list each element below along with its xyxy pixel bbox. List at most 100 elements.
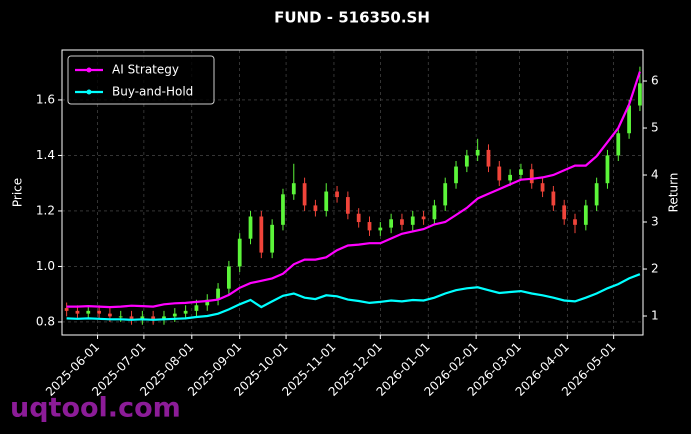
candle — [227, 260, 231, 295]
candle-body — [562, 205, 567, 220]
candle-body — [172, 313, 177, 317]
candle — [378, 222, 383, 236]
candle — [573, 213, 577, 234]
candle-body — [389, 219, 394, 228]
y2-tick-label: 6 — [651, 74, 659, 88]
candle — [562, 199, 567, 225]
candle-body — [129, 316, 134, 320]
candle-body — [454, 166, 458, 184]
candle — [367, 216, 372, 236]
candle-body — [443, 183, 448, 206]
watermark: uqtool.com — [10, 393, 181, 424]
candle-body — [551, 191, 556, 206]
candle-body — [432, 205, 437, 220]
candle — [540, 177, 545, 198]
series-line — [66, 273, 641, 321]
legend: AI Strategy Buy-and-Hold — [67, 55, 215, 105]
candle-body — [324, 191, 329, 211]
candle-body — [367, 222, 372, 231]
candle — [345, 191, 350, 220]
candle-body — [313, 205, 318, 211]
candle-body — [573, 219, 577, 225]
plot-frame — [61, 49, 644, 336]
candle-body — [227, 266, 231, 289]
candle — [64, 302, 69, 317]
candle — [551, 185, 556, 211]
legend-marker — [86, 89, 92, 95]
candle — [400, 213, 404, 231]
candle-body — [64, 308, 69, 311]
legend-label: AI Strategy — [112, 63, 179, 77]
candle — [248, 210, 253, 245]
candle — [583, 199, 588, 231]
candle-body — [638, 83, 642, 106]
candle — [454, 161, 458, 189]
candle — [291, 163, 296, 200]
chart-title: FUND - 516350.SH — [274, 9, 430, 27]
legend-marker — [86, 67, 92, 73]
candle — [421, 210, 426, 225]
y-tick-label: 0.8 — [36, 314, 55, 328]
candle — [302, 177, 307, 211]
candle-body — [270, 224, 275, 253]
candle-body — [108, 313, 112, 317]
candle-body — [151, 316, 156, 320]
candle — [216, 283, 220, 306]
candle-body — [194, 305, 199, 311]
candle-body — [508, 174, 512, 181]
candle-body — [627, 105, 631, 134]
candle — [389, 213, 394, 234]
candle — [205, 294, 210, 311]
candle-body — [140, 316, 145, 320]
candle-body — [248, 216, 253, 239]
candle-body — [356, 213, 361, 223]
candle — [129, 310, 134, 325]
candle — [237, 233, 242, 273]
y-axis-label: Price — [11, 178, 25, 207]
candle — [86, 305, 91, 320]
candle-body — [486, 149, 491, 167]
candle — [475, 138, 480, 162]
y2-tick-label: 1 — [651, 309, 659, 323]
candle-body — [335, 191, 339, 198]
y2-tick-label: 2 — [651, 262, 659, 276]
candle — [324, 183, 329, 217]
candle-body — [75, 310, 80, 314]
candle-body — [118, 316, 123, 318]
y2-tick-label: 3 — [651, 215, 659, 229]
candle-body — [464, 155, 469, 167]
candle-body — [529, 169, 534, 184]
y-tick-label: 1.4 — [36, 148, 55, 162]
candle — [140, 310, 145, 325]
candle-body — [410, 216, 415, 225]
candle — [605, 149, 610, 189]
candle-body — [400, 219, 404, 225]
candle-body — [616, 133, 621, 156]
candle — [162, 310, 166, 325]
candle — [281, 188, 285, 231]
candle — [519, 163, 523, 181]
y-tick-label: 1.2 — [36, 203, 55, 217]
candle-body — [162, 316, 166, 320]
candle — [443, 177, 448, 211]
candle — [335, 185, 339, 203]
candle — [432, 199, 437, 225]
candle — [151, 310, 156, 325]
y2-tick-label: 4 — [651, 168, 659, 182]
candle-body — [345, 197, 350, 214]
y2-tick-label: 5 — [651, 121, 659, 135]
candle-body — [497, 166, 502, 181]
candle-body — [205, 299, 210, 306]
y2-axis-label: Return — [667, 173, 681, 213]
candle — [464, 149, 469, 173]
candle-body — [540, 183, 545, 192]
candle-body — [519, 169, 523, 175]
candle-body — [86, 310, 91, 314]
candle-body — [594, 183, 599, 206]
legend-box — [67, 55, 215, 105]
candle — [616, 127, 621, 162]
candle-body — [302, 183, 307, 206]
y-tick-label: 1.0 — [36, 259, 55, 273]
candle — [497, 161, 502, 186]
candle-body — [216, 288, 220, 300]
